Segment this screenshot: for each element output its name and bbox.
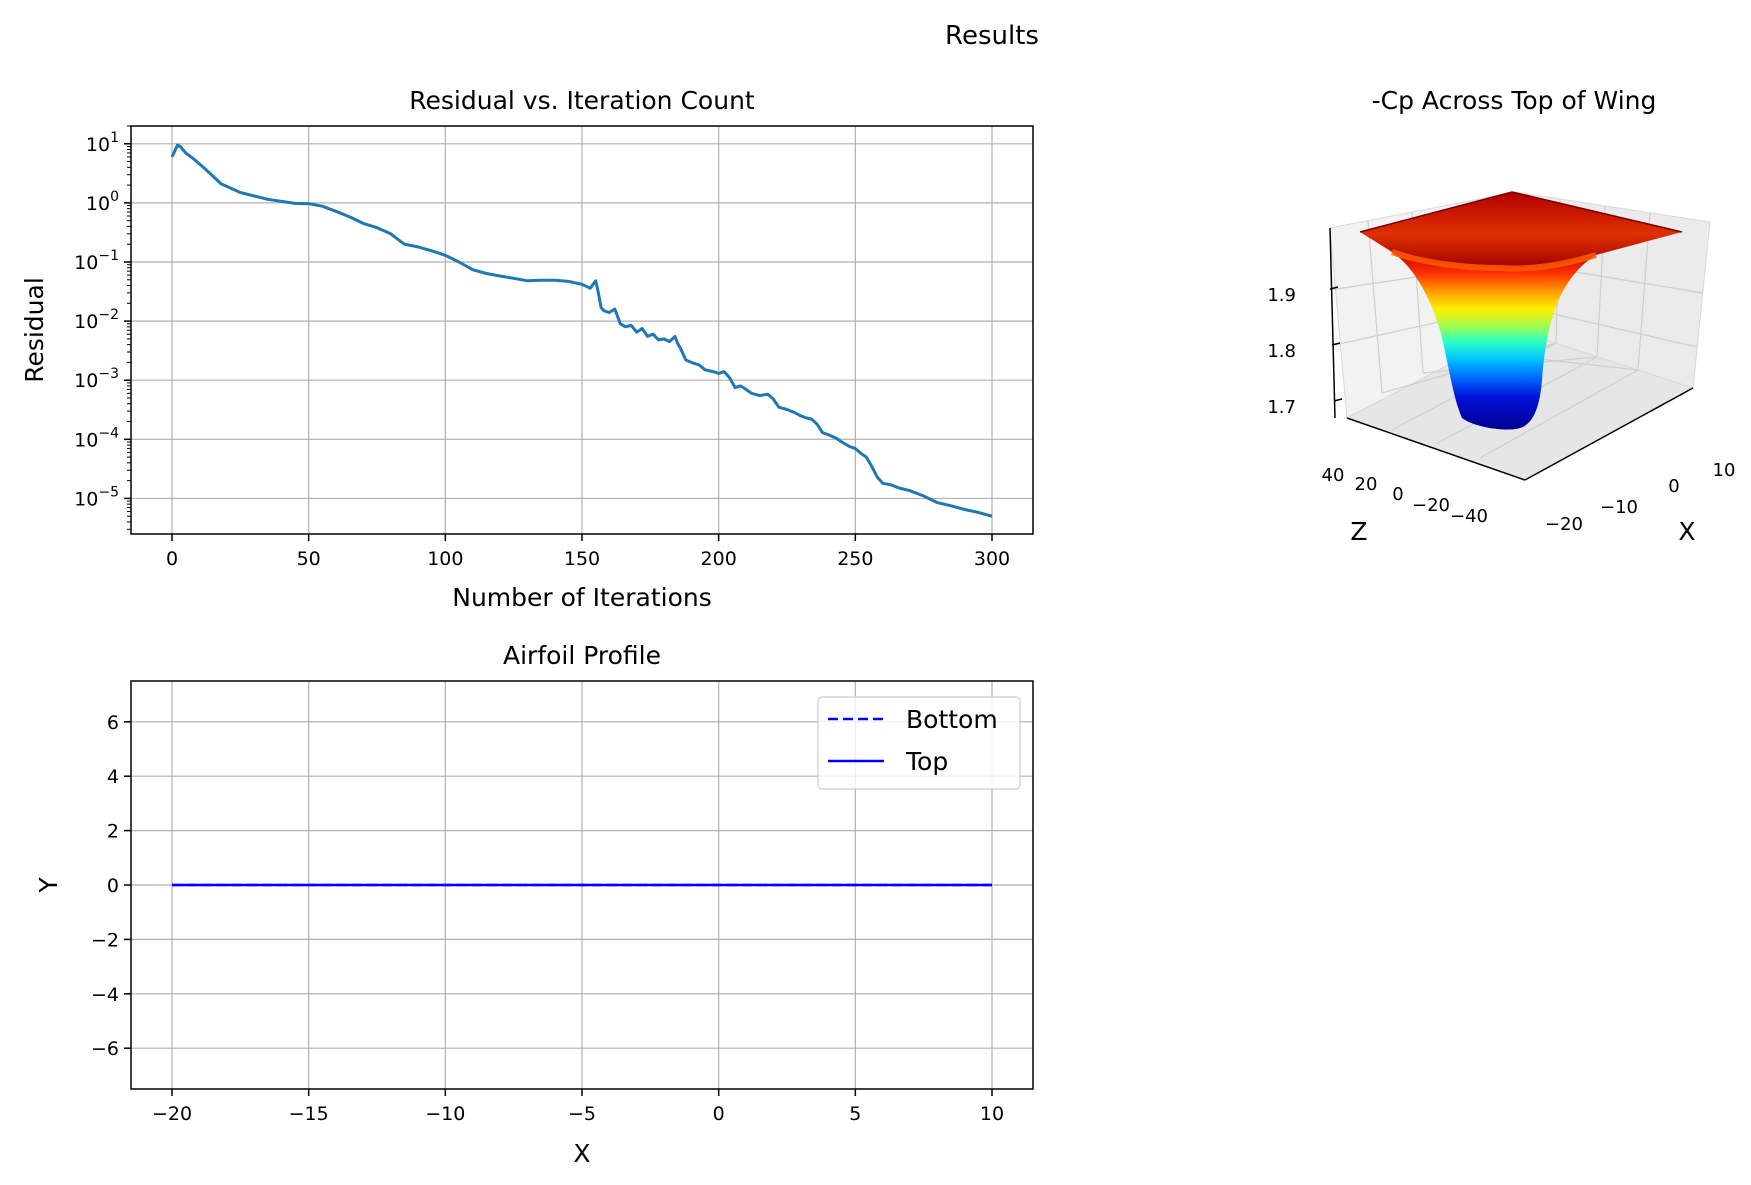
airfoil-y-tick-label: 4 [107, 766, 119, 788]
residual-x-tick-label: 50 [297, 548, 321, 570]
airfoil-y-tick-label: −4 [91, 984, 119, 1006]
x3d-tick-label-0: 0 [1668, 476, 1679, 497]
surface-plateau-rim [1390, 249, 1597, 272]
legend-bottom-label: Bottom [906, 705, 998, 734]
airfoil-legend: Bottom Top [817, 696, 1021, 790]
airfoil-y-tick-label: 2 [107, 821, 119, 843]
z-tick-label-0: 0 [1392, 484, 1403, 505]
residual-y-tick-label: 100 [86, 189, 119, 215]
z-tick-label-40: 40 [1322, 465, 1345, 486]
residual-x-tick-label: 100 [427, 548, 463, 570]
surface-plateau-edge [1359, 191, 1683, 233]
residual-x-tick-label: 200 [701, 548, 737, 570]
airfoil-chart-title: Airfoil Profile [503, 641, 661, 670]
airfoil-x-tick-label: −20 [152, 1103, 192, 1125]
residual-y-tick-label: 101 [86, 130, 119, 156]
residual-y-ticks: 10−5 10−4 10−3 10−2 10−1 100 101 [74, 125, 131, 530]
surface-trough [1392, 252, 1596, 430]
residual-y-tick-label: 10−3 [74, 366, 119, 392]
residual-y-axis-label: Residual [20, 277, 49, 383]
airfoil-y-tick-label: −6 [91, 1038, 119, 1060]
x-axis-line [1524, 387, 1694, 481]
vertical-axis-line [1329, 227, 1336, 419]
value-tick-label-1-7: 1.7 [1267, 397, 1296, 418]
value-tick [1331, 342, 1341, 346]
x3d-tick-label-neg10: −10 [1600, 497, 1638, 518]
residual-x-ticks: 0 50 100 150 200 250 300 [166, 534, 1010, 570]
surface-3d-chart: -Cp Across Top of Wing [1267, 86, 1735, 546]
legend-box [817, 696, 1021, 790]
airfoil-x-axis-label: X [573, 1139, 590, 1168]
airfoil-x-tick-label: −5 [568, 1103, 596, 1125]
z-axis-line [1346, 417, 1526, 481]
airfoil-y-tick-label: −2 [91, 929, 119, 951]
residual-x-tick-label: 250 [837, 548, 873, 570]
residual-x-axis-label: Number of Iterations [452, 583, 712, 612]
residual-chart: Residual vs. Iteration Count 0 50 100 150 20… [20, 86, 1034, 612]
surface-x-axis-label: X [1678, 517, 1695, 546]
surface-chart-title: -Cp Across Top of Wing [1372, 86, 1657, 115]
value-tick [1329, 286, 1339, 290]
value-tick-label-1-8: 1.8 [1267, 341, 1296, 362]
residual-chart-title: Residual vs. Iteration Count [409, 86, 755, 115]
airfoil-x-tick-label: 5 [849, 1103, 861, 1125]
residual-y-tick-label: 10−2 [74, 307, 119, 333]
z-tick-label-neg20: −20 [1412, 495, 1450, 516]
z-tick-label-neg40: −40 [1450, 506, 1488, 527]
residual-x-tick-label: 0 [166, 548, 178, 570]
residual-x-tick-label: 150 [564, 548, 600, 570]
residual-series-line [170, 143, 993, 518]
legend-top-label: Top [905, 747, 948, 776]
airfoil-y-ticks: −6 −4 −2 0 2 4 6 [91, 712, 131, 1060]
residual-y-tick-label: 10−4 [74, 425, 119, 451]
airfoil-chart: Airfoil Profile −20 −15 −10 −5 0 5 10 −6−4−202… [34, 641, 1034, 1168]
x3d-tick-label-10: 10 [1713, 460, 1736, 481]
airfoil-y-tick-label: 0 [107, 875, 119, 897]
airfoil-x-tick-label: 0 [713, 1103, 725, 1125]
airfoil-x-tick-label: 10 [980, 1103, 1004, 1125]
residual-series-layer [170, 143, 993, 518]
airfoil-y-axis-label: Y [34, 877, 63, 894]
airfoil-x-ticks: −20 −15 −10 −5 0 5 10 [152, 1089, 1004, 1125]
residual-y-tick-label: 10−5 [74, 484, 119, 510]
figure-title: Results [945, 21, 1039, 51]
z-tick-label-20: 20 [1355, 474, 1378, 495]
residual-y-tick-label: 10−1 [74, 248, 119, 274]
x3d-tick-label-neg20: −20 [1545, 514, 1583, 535]
airfoil-y-tick-label: 6 [107, 712, 119, 734]
residual-grid [131, 126, 1033, 534]
value-tick-label-1-9: 1.9 [1267, 285, 1296, 306]
residual-x-tick-label: 300 [974, 548, 1010, 570]
airfoil-x-tick-label: −10 [425, 1103, 465, 1125]
surface-z-axis-label: Z [1350, 517, 1367, 546]
airfoil-x-tick-label: −15 [289, 1103, 329, 1125]
value-tick [1333, 398, 1343, 402]
